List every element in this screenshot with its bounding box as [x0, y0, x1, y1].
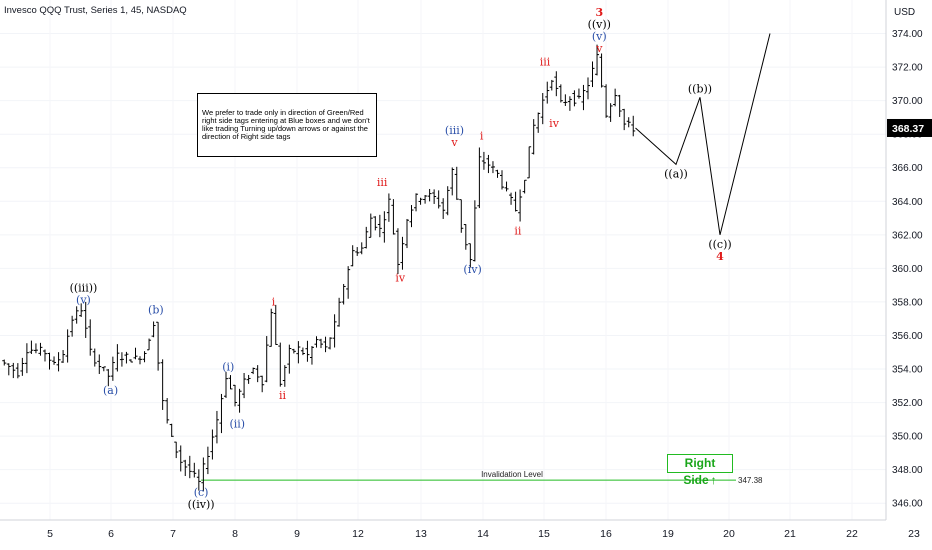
wave-label: ii: [279, 389, 287, 402]
currency-label: USD: [894, 7, 915, 18]
wave-label: (i): [222, 361, 234, 374]
wave-label: (v): [76, 294, 91, 307]
price-tick: 352.00: [892, 398, 923, 409]
wave-labels: ((iii))(v)(a)(b)(c)((iv))(i)(ii)iiiiiiiv…: [70, 6, 732, 511]
time-tick: 13: [415, 528, 427, 540]
time-tick: 8: [232, 528, 238, 540]
time-tick: 21: [784, 528, 796, 540]
candles: [2, 44, 636, 492]
wave-label: (iv): [463, 263, 481, 276]
time-tick: 7: [170, 528, 176, 540]
price-axis[interactable]: USD 346.00 348.00 350.00 352.00 354.00 356.00 3…: [885, 0, 932, 520]
right-side-tag: Right Side ↑: [667, 454, 733, 487]
price-tick: 362.00: [892, 230, 923, 241]
wave-label: (c): [194, 486, 209, 499]
price-tick: 350.00: [892, 432, 923, 443]
wave-label: (ii): [229, 417, 245, 430]
wave-label: iii: [540, 55, 551, 68]
up-arrow-icon: ↑: [710, 473, 717, 487]
wave-label: ((iii)): [70, 282, 98, 295]
price-tick: 358.00: [892, 297, 923, 308]
time-tick: 23: [908, 528, 920, 540]
price-tick: 366.00: [892, 163, 923, 174]
time-tick: 15: [538, 528, 550, 540]
last-price-label: 368.37: [892, 123, 924, 135]
projection-path: [635, 33, 771, 235]
wave-label: i: [480, 129, 484, 142]
time-tick: 12: [352, 528, 364, 540]
chart-title: Invesco QQQ Trust, Series 1, 45, NASDAQ: [4, 5, 187, 16]
time-tick: 20: [723, 528, 735, 540]
price-tick: 364.00: [892, 197, 923, 208]
wave-label: (v): [592, 30, 607, 43]
wave-label: i: [272, 295, 276, 308]
time-tick: 19: [662, 528, 674, 540]
price-tick: 354.00: [892, 365, 923, 376]
wave-label: ((a)): [664, 167, 688, 180]
price-tick: 374.00: [892, 29, 923, 40]
wave-label: ((v)): [588, 18, 611, 31]
right-side-label: Right Side: [683, 456, 716, 487]
time-tick: 16: [600, 528, 612, 540]
wave-label: iii: [377, 176, 388, 189]
time-tick: 22: [846, 528, 858, 540]
projection-line: [635, 33, 771, 235]
wave-label: iv: [395, 271, 406, 284]
wave-label: (a): [103, 384, 118, 397]
wave-label: ii: [514, 224, 522, 237]
time-axis[interactable]: 5 6 7 8 9 12 13 14 15 16 19 20 21 22 23: [0, 519, 920, 540]
price-tick: 372.00: [892, 63, 923, 74]
wave-label: 3: [595, 6, 603, 19]
wave-label: ((c)): [708, 238, 731, 251]
invalidation-label: Invalidation Level: [481, 470, 543, 479]
wave-label: (b): [148, 304, 164, 317]
wave-label: 4: [716, 250, 724, 263]
wave-label: v: [450, 136, 458, 149]
time-tick: 9: [294, 528, 300, 540]
price-tick: 356.00: [892, 331, 923, 342]
wave-label: v: [595, 42, 603, 55]
grid: [0, 33, 886, 504]
last-price-badge: [887, 118, 932, 137]
wave-label: iv: [549, 117, 560, 130]
invalidation-level: Invalidation Level 347.38: [201, 470, 763, 485]
price-tick: 370.00: [892, 96, 923, 107]
invalidation-value: 347.38: [738, 476, 763, 485]
time-tick: 5: [47, 528, 53, 540]
price-tick: 346.00: [892, 499, 923, 510]
wave-label: ((b)): [688, 82, 712, 95]
price-tick: 348.00: [892, 465, 923, 476]
time-tick: 6: [108, 528, 114, 540]
price-tick: 360.00: [892, 264, 923, 275]
strategy-note: We prefer to trade only in direction of …: [197, 93, 377, 157]
time-tick: 14: [477, 528, 489, 540]
wave-label: (iii): [445, 124, 464, 137]
wave-label: ((iv)): [188, 498, 215, 511]
